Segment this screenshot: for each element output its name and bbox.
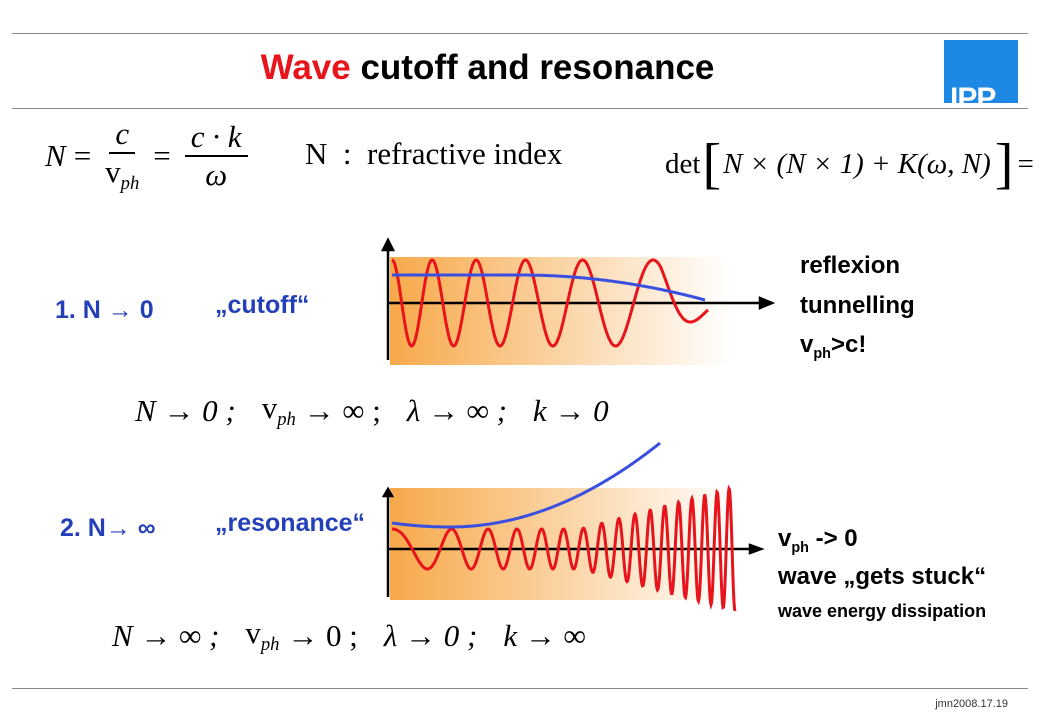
resonance-wave [392, 484, 737, 612]
formula-text: → 0 ; [287, 617, 358, 653]
formula-text: → ∞ ; [303, 392, 381, 428]
note-text: v [800, 331, 814, 358]
case-label: 2. N→ ∞ [60, 514, 156, 542]
formula-text: v [261, 390, 278, 425]
formula-text: k → ∞ [503, 617, 586, 653]
dispersion-formula: det [ N × (N × 1) + K(ω, N) ] = 0 [665, 132, 1040, 196]
arrow [380, 237, 396, 252]
definition: N : refractive index [305, 136, 563, 171]
formula-text: det [665, 147, 701, 180]
note: tunnelling [800, 292, 915, 319]
formula-text: k → 0 [532, 392, 609, 428]
title-rule [12, 108, 1028, 109]
formula-text: = [73, 138, 92, 173]
note-text: >c! [830, 331, 867, 358]
note-text: ph [813, 345, 831, 362]
formula-text: N [45, 138, 66, 173]
case-label: 1. N → 0 [55, 296, 154, 324]
fraction: c vph [105, 116, 139, 195]
arrow [381, 486, 395, 498]
cutoff-envelope [392, 273, 706, 302]
title: Wave cutoff and resonance [0, 48, 975, 88]
footer: jmn2008.17.19 [935, 698, 1008, 710]
formula-text: v [245, 615, 261, 650]
arrow [758, 296, 776, 310]
formula-text: λ → 0 ; [383, 617, 478, 653]
formula-text: N → 0 ; [135, 392, 236, 428]
formula-text: ω [205, 157, 228, 192]
case-quote: „resonance“ [215, 509, 366, 537]
formula-text: λ → ∞ ; [406, 392, 507, 428]
cutoff-limits: N → 0 ; vph → ∞ ; λ → ∞ ; k → 0 [135, 390, 609, 431]
formula-text: N → ∞ ; [112, 617, 220, 653]
note-text: -> 0 [815, 525, 858, 552]
cutoff-wave [391, 258, 709, 348]
note: wave energy dissipation [778, 601, 987, 621]
formula-text: = 0 [1017, 147, 1034, 180]
title-rest: cutoff and resonance [360, 48, 715, 87]
resonance-limits: N → ∞ ; vph → 0 ; λ → 0 ; k → ∞ [112, 615, 586, 656]
note-text: ph [791, 539, 809, 556]
formula-text: c · k [184, 119, 248, 157]
formula-text: ph [120, 173, 140, 195]
note: reflexion [800, 252, 901, 279]
bottom-rule [12, 688, 1028, 689]
case-quote: „cutoff“ [215, 291, 310, 319]
title-highlight: Wave [260, 48, 351, 87]
formula-text: N × (N × 1) + K(ω, N) [723, 147, 991, 180]
logo-text: IPP [950, 82, 996, 115]
formula-text: c [109, 116, 136, 155]
note: wave „gets stuck“ [778, 563, 987, 590]
top-rule [12, 33, 1028, 34]
formula-text: ph [277, 409, 296, 431]
resonance-envelope [391, 441, 661, 529]
logo: IPP [944, 40, 1018, 115]
formula-text: = [153, 138, 171, 173]
note-text: v [778, 525, 792, 552]
formula-text: ph [260, 634, 280, 656]
formula-text: v [105, 154, 121, 190]
note: vph -> 0 [778, 525, 858, 556]
arrow [748, 543, 765, 555]
note: vph>c! [800, 331, 866, 362]
